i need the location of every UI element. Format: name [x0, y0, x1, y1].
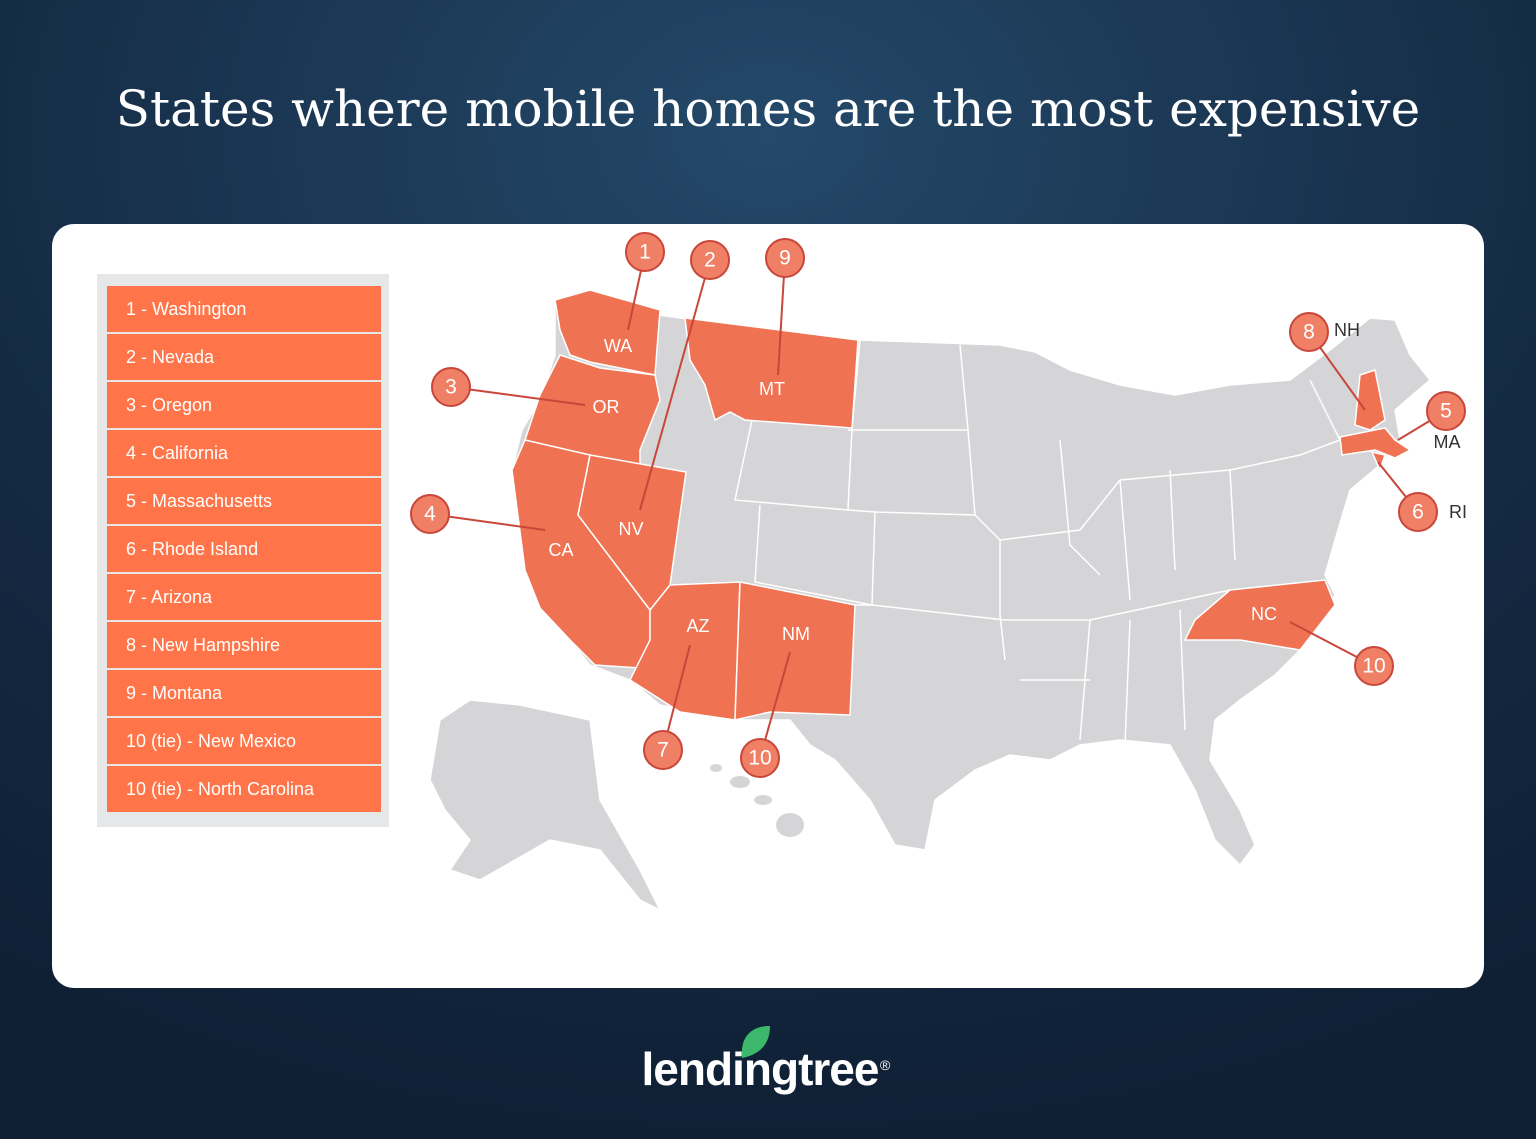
legend-item [107, 478, 381, 524]
legend-label: 6 - Rhode Island [126, 539, 258, 559]
rank-number: 8 [1303, 321, 1315, 344]
state-wa [554, 289, 661, 376]
logo-leaf [741, 1026, 770, 1058]
rank-number: 3 [445, 376, 457, 399]
state-or [524, 354, 661, 471]
state-label: CA [548, 540, 573, 560]
rank-badge [643, 730, 683, 770]
legend-item [107, 718, 381, 764]
rank-badge [431, 367, 471, 407]
rank-badge [1289, 312, 1329, 352]
legend-label: 8 - New Hampshire [126, 635, 280, 655]
state-label: MA [1434, 432, 1461, 452]
leader-line [450, 386, 586, 406]
legend-label: 7 - Arizona [126, 587, 213, 607]
us-map [511, 299, 1432, 867]
rank-number: 10 [1362, 655, 1385, 678]
state-label: NV [618, 519, 643, 539]
legend-item [107, 526, 381, 572]
legend-item [107, 622, 381, 668]
state-nh [1354, 369, 1386, 431]
rank-badge [625, 232, 665, 272]
state-label: OR [593, 397, 620, 417]
legend-label: 2 - Nevada [126, 347, 215, 367]
legend-item [107, 670, 381, 716]
legend-item [107, 334, 381, 380]
legend-label: 10 (tie) - New Mexico [126, 731, 296, 751]
rank-badge [410, 494, 450, 534]
rank-badge [765, 238, 805, 278]
state-label: NC [1251, 604, 1277, 624]
rank-number: 4 [424, 503, 436, 526]
legend-item [107, 766, 381, 812]
legend-item [107, 286, 381, 332]
state-label: MT [759, 379, 785, 399]
state-nc [1183, 579, 1336, 651]
leader-line [639, 259, 711, 511]
state-ri [1370, 450, 1386, 473]
state-borders [734, 339, 1341, 746]
legend-label: 10 (tie) - North Carolina [126, 779, 315, 799]
highlighted-states [511, 289, 1412, 721]
rank-badge [1426, 391, 1466, 431]
state-label: AZ [686, 616, 709, 636]
rank-number: 2 [704, 249, 716, 272]
logo-text: lendingtree [642, 1043, 879, 1095]
title: States where mobile homes are the most e… [116, 80, 1420, 138]
legend-item [107, 574, 381, 620]
state-label: NH [1334, 320, 1360, 340]
rank-number: 10 [748, 747, 771, 770]
legend-item [107, 430, 381, 476]
state-label: NM [782, 624, 810, 644]
state-nm [734, 581, 856, 721]
hawaii [710, 764, 804, 837]
legend-label: 1 - Washington [126, 299, 246, 319]
rank-number: 6 [1412, 501, 1424, 524]
rank-badge [740, 738, 780, 778]
rank-badge [1398, 492, 1438, 532]
rank-badge [1354, 646, 1394, 686]
state-label: WA [604, 336, 632, 356]
legend-label: 3 - Oregon [126, 395, 212, 415]
legend-item [107, 382, 381, 428]
legend-label: 5 - Massachusetts [126, 491, 272, 511]
alaska [429, 699, 662, 912]
state-ma [1339, 427, 1412, 459]
rank-number: 9 [779, 247, 791, 270]
logo-mark: ® [880, 1057, 891, 1073]
rank-number: 5 [1440, 400, 1452, 423]
map [429, 289, 1432, 912]
legend-label: 9 - Montana [126, 683, 223, 703]
state-mt [684, 317, 859, 429]
legend-label: 4 - California [126, 443, 229, 463]
rank-number: 1 [639, 241, 651, 264]
rank-number: 7 [657, 739, 669, 762]
state-label: RI [1449, 502, 1467, 522]
rank-badge [690, 240, 730, 280]
